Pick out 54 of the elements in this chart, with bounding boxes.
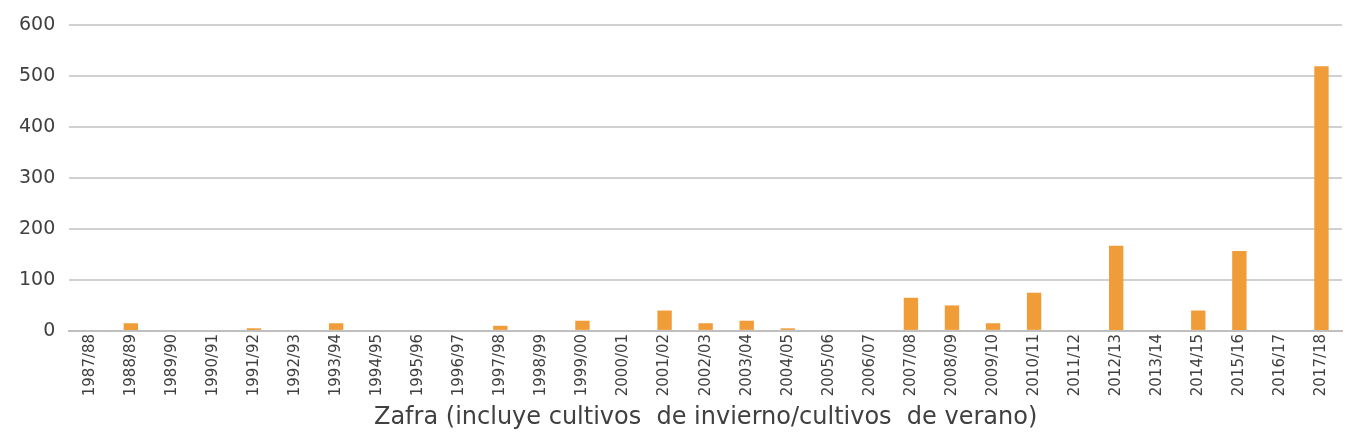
bar	[1026, 292, 1042, 330]
x-tick-label: 2005/06	[818, 333, 837, 397]
x-tick-label: 2012/13	[1106, 333, 1125, 397]
x-tick-label: 1998/99	[531, 333, 550, 397]
x-tick-label: 1989/90	[161, 333, 180, 397]
x-tick-label: 1996/97	[449, 333, 468, 397]
bar	[328, 323, 344, 330]
y-tick-label: 300	[19, 165, 56, 188]
bar	[657, 310, 672, 330]
x-tick-label: 2007/08	[900, 333, 919, 397]
bar	[1191, 310, 1206, 330]
x-tick-label: 2001/02	[654, 333, 673, 397]
x-tick-label: 2011/12	[1065, 333, 1084, 397]
bar	[493, 325, 508, 330]
y-tick-label: 500	[19, 63, 56, 86]
x-tick-label: 1992/93	[284, 333, 303, 397]
y-tick-label: 400	[19, 114, 56, 137]
bar	[944, 305, 960, 330]
bar	[123, 323, 139, 330]
bar	[1314, 66, 1329, 330]
x-tick-label: 1994/95	[367, 333, 386, 397]
x-tick-label: 1995/96	[408, 333, 427, 397]
x-tick-label: 2006/07	[859, 333, 878, 397]
x-tick-label: 1997/98	[490, 333, 509, 397]
y-tick-label: 0	[43, 317, 56, 340]
bar	[575, 320, 590, 330]
bar	[985, 323, 1001, 330]
x-tick-label: 1999/00	[572, 333, 591, 397]
x-tick-label: 1991/92	[243, 333, 262, 397]
y-tick-label: 100	[19, 266, 56, 289]
x-tick-label: 1993/94	[326, 333, 345, 397]
bar	[739, 320, 754, 330]
bar	[903, 297, 919, 330]
x-tick-label: 1988/89	[120, 333, 139, 397]
bar	[1232, 250, 1247, 330]
x-tick-label: 2014/15	[1188, 333, 1207, 397]
y-tick-label: 600	[19, 12, 56, 35]
y-tick-label: 200	[19, 215, 56, 238]
x-tick-label: 2004/05	[777, 333, 796, 397]
x-tick-label: 2000/01	[613, 333, 632, 397]
x-tick-label: 2017/18	[1311, 333, 1330, 397]
bar	[698, 323, 713, 330]
x-tick-label: 2008/09	[941, 333, 960, 397]
x-tick-label: 2013/14	[1147, 333, 1166, 397]
x-tick-label: 2003/04	[736, 333, 755, 397]
x-tick-label: 1987/88	[79, 333, 98, 397]
bar	[1109, 245, 1124, 330]
x-axis-title: Zafra (incluye cultivos de invierno/cultivos de verano)	[373, 401, 1038, 430]
x-tick-label: 2009/10	[982, 333, 1001, 397]
x-tick-label: 2016/17	[1270, 333, 1289, 397]
x-tick-label: 2015/16	[1229, 333, 1248, 397]
x-tick-label: 2010/11	[1023, 333, 1042, 397]
x-tick-label: 1990/91	[202, 333, 221, 397]
x-tick-label: 2002/03	[695, 333, 714, 397]
